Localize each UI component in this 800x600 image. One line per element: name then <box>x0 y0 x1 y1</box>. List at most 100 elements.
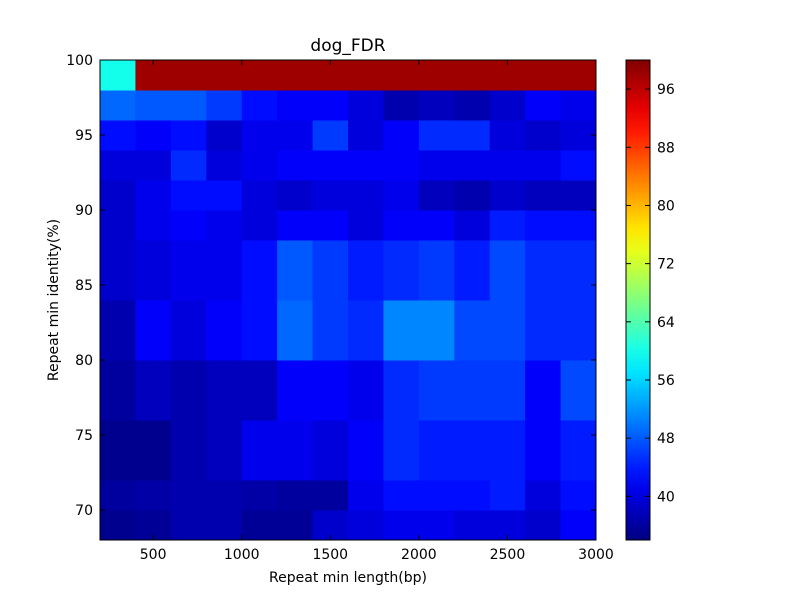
heatmap-cell <box>277 150 314 181</box>
heatmap-cell <box>135 420 172 451</box>
heatmap-cell <box>277 480 314 511</box>
heatmap-cell <box>170 450 207 481</box>
heatmap-cell <box>206 60 243 91</box>
heatmap-cell <box>560 210 597 241</box>
heatmap-cell <box>277 510 314 541</box>
heatmap-cell <box>454 210 491 241</box>
heatmap-cell <box>560 120 597 151</box>
heatmap-cell <box>241 150 278 181</box>
heatmap-cell <box>418 270 455 301</box>
colorbar-tick-label: 72 <box>657 257 675 273</box>
heatmap-cell <box>241 300 278 331</box>
heatmap-cell <box>206 300 243 331</box>
heatmap-cell <box>277 300 314 331</box>
colorbar-gradient <box>626 60 650 540</box>
heatmap-cell <box>560 480 597 511</box>
x-axis: 500 1000 1500 2000 2500 3000 <box>140 60 614 563</box>
heatmap-cell <box>170 210 207 241</box>
heatmap-cell <box>206 150 243 181</box>
heatmap-cell <box>489 120 526 151</box>
heatmap-cell <box>418 60 455 91</box>
x-tick-label: 3000 <box>578 547 614 563</box>
heatmap-cell <box>348 330 384 361</box>
heatmap-cell <box>312 150 349 181</box>
heatmap-cell <box>454 150 491 181</box>
heatmap-cell <box>383 270 420 301</box>
heatmap-cell <box>348 300 384 331</box>
heatmap-cell <box>560 300 597 331</box>
heatmap-cell <box>170 90 207 121</box>
heatmap-cell <box>312 330 349 361</box>
heatmap-cell <box>454 390 491 421</box>
heatmap-cell <box>418 120 455 151</box>
heatmap-cell <box>348 120 384 151</box>
heatmap-cell <box>525 450 562 481</box>
heatmap-cell <box>100 330 136 361</box>
colorbar-tick-label: 64 <box>657 315 675 331</box>
heatmap-cell <box>348 270 384 301</box>
heatmap-cell <box>277 330 314 361</box>
heatmap-cell <box>241 180 278 211</box>
heatmap-cell <box>100 420 136 451</box>
heatmap-cell <box>100 270 136 301</box>
heatmap-cell <box>135 450 172 481</box>
x-tick-label: 500 <box>140 547 167 563</box>
heatmap-cell <box>100 450 136 481</box>
heatmap-cell <box>348 510 384 541</box>
heatmap-cell <box>454 510 491 541</box>
heatmap-cell <box>560 330 597 361</box>
heatmap-cell <box>525 270 562 301</box>
heatmap-cell <box>560 390 597 421</box>
heatmap-cell <box>206 270 243 301</box>
heatmap-cell <box>489 390 526 421</box>
heatmap-cell <box>135 180 172 211</box>
heatmap-cell <box>135 240 172 271</box>
heatmap-cell <box>560 360 597 391</box>
heatmap-cell <box>170 180 207 211</box>
heatmap-cell <box>489 300 526 331</box>
heatmap-cell <box>454 300 491 331</box>
heatmap-cell <box>277 180 314 211</box>
x-axis-label: Repeat min length(bp) <box>269 570 427 586</box>
colorbar-frame <box>625 59 651 541</box>
y-tick-label: 100 <box>66 53 93 69</box>
heatmap-cell <box>312 480 349 511</box>
heatmap-cell <box>135 270 172 301</box>
y-tick-label: 95 <box>75 128 93 144</box>
heatmap-cell <box>418 300 455 331</box>
heatmap-cell <box>560 270 597 301</box>
heatmap-cell <box>100 150 136 181</box>
plot-frame <box>99 59 597 541</box>
heatmap-cell <box>170 390 207 421</box>
heatmap-cell <box>135 360 172 391</box>
heatmap-cell <box>312 180 349 211</box>
heatmap-cell <box>418 150 455 181</box>
heatmap-cell <box>135 390 172 421</box>
heatmap-cell <box>206 240 243 271</box>
heatmap-cell <box>100 300 136 331</box>
heatmap-cell <box>525 180 562 211</box>
heatmap-cell <box>525 360 562 391</box>
heatmap-cell <box>383 150 420 181</box>
heatmap-cell <box>312 120 349 151</box>
heatmap-cell <box>206 480 243 511</box>
heatmap-cell <box>454 420 491 451</box>
heatmap-cell <box>170 360 207 391</box>
heatmap-cell <box>312 420 349 451</box>
heatmap-cell <box>489 480 526 511</box>
heatmap-cell <box>418 390 455 421</box>
heatmap-cell <box>418 510 455 541</box>
heatmap-cell <box>383 180 420 211</box>
heatmap-cell <box>418 240 455 271</box>
heatmap-cell <box>348 180 384 211</box>
chart-title: dog_FDR <box>310 36 385 56</box>
heatmap-cell <box>312 360 349 391</box>
heatmap-cell <box>100 90 136 121</box>
heatmap-cell <box>418 480 455 511</box>
heatmap-cell <box>100 210 136 241</box>
heatmap-cells <box>100 60 597 541</box>
heatmap-cell <box>135 480 172 511</box>
heatmap-cell <box>100 180 136 211</box>
heatmap-cell <box>560 180 597 211</box>
heatmap-cell <box>383 300 420 331</box>
